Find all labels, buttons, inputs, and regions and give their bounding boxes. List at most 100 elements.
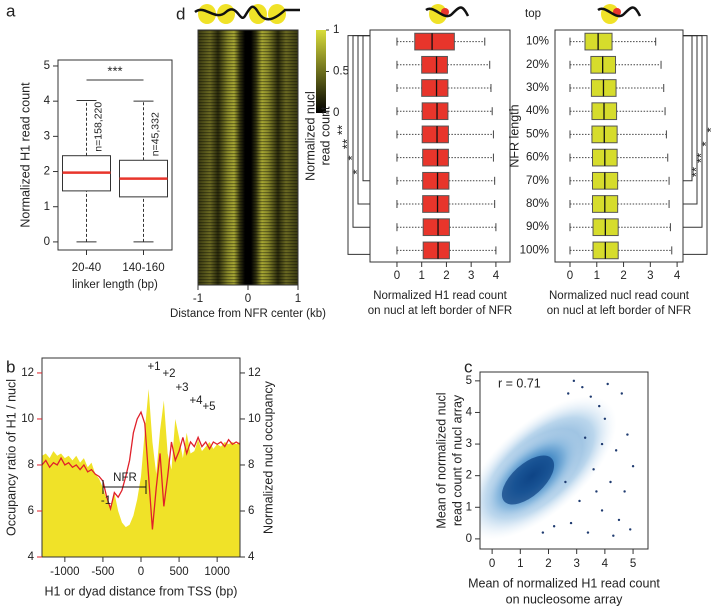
plot-frame [57, 59, 173, 251]
significance-label: *** [107, 63, 122, 78]
y-tick-label: 60% [526, 152, 549, 164]
nfr-bracket [102, 480, 147, 494]
colorbar-tick-label: 0 [333, 107, 339, 119]
heatmap-texture [198, 30, 298, 285]
box [422, 148, 449, 167]
y-tick-label: 4 [466, 406, 473, 418]
point [572, 379, 576, 383]
panel-letter: c [464, 357, 473, 376]
x-axis-label: on nucl at left border of NFR [368, 305, 512, 317]
y-tick-label: 10 [21, 413, 34, 425]
y2-tick-label: 8 [248, 459, 254, 471]
x-tick-label: 0 [138, 566, 144, 578]
y-axis-label: read count of nucl array [450, 394, 464, 526]
significance-label: ** [334, 125, 349, 135]
x-tick-label: 4 [493, 270, 500, 282]
nucleosome-icons [194, 4, 642, 24]
significance-bracket [357, 35, 370, 205]
significance-label: ** [693, 153, 708, 163]
point [598, 404, 601, 408]
box [414, 32, 455, 51]
y-tick-label: 1 [44, 201, 50, 213]
category-title: top [525, 8, 541, 20]
x-tick-label: 5 [630, 558, 636, 570]
x-tick-label: 500 [169, 566, 188, 578]
y2-tick-label: 6 [248, 505, 254, 517]
x-tick-label: 0 [489, 558, 495, 570]
x-tick-label: -1 [193, 293, 203, 305]
y-tick-label: 2 [466, 470, 472, 482]
x-tick-label: 3 [573, 558, 579, 570]
significance-bracket [683, 35, 693, 182]
y-tick-label: 20% [526, 59, 549, 71]
correlation-label: r = 0.71 [498, 376, 541, 390]
x-axis-label: Normalized nucl read count [549, 290, 690, 302]
significance-bracket [362, 35, 370, 182]
occupancy-area [42, 389, 240, 557]
x-axis-label: Distance from NFR center (kb) [170, 308, 326, 320]
x-tick-label: -500 [91, 566, 114, 578]
x-axis-label: H1 or dyad distance from TSS (bp) [45, 584, 238, 598]
y-tick-label: 4 [44, 95, 51, 107]
peak-label: +5 [202, 401, 215, 413]
y-tick-label: 3 [466, 438, 472, 450]
point [620, 392, 623, 395]
x-tick-label: 0 [245, 293, 251, 305]
y2-tick-label: 12 [248, 367, 261, 379]
x-tick-label: 4 [602, 558, 609, 570]
point [552, 525, 556, 528]
point [612, 534, 615, 537]
x-tick-label: 0 [394, 270, 400, 282]
peak-label: -1 [101, 495, 111, 507]
plot-frame [369, 29, 511, 263]
y-axis-label: Mean of normalized nucl [434, 392, 448, 528]
x-tick-label: 1 [594, 270, 600, 282]
x-axis-label: Mean of normalized H1 read count [468, 576, 660, 590]
point [592, 468, 595, 471]
point [600, 509, 604, 512]
point [623, 490, 626, 493]
point [617, 518, 621, 522]
density-cloud [480, 396, 617, 540]
x-axis-label: on nucl at left border of NFR [547, 305, 691, 317]
ratio-line [42, 410, 240, 530]
y-tick-label: 80% [526, 198, 549, 210]
box [421, 79, 449, 97]
point [629, 528, 632, 531]
x-tick-label: 20-40 [72, 262, 101, 274]
x-tick-label: 3 [468, 270, 474, 282]
x-tick-label: 140-160 [122, 262, 164, 274]
box [421, 55, 448, 74]
x-tick-label: 1000 [204, 566, 230, 578]
point [569, 521, 573, 525]
y-tick-label: 8 [28, 459, 34, 471]
x-axis-label: linker length (bp) [72, 279, 158, 291]
y-tick-label: 2 [44, 166, 50, 178]
x-tick-label: 1 [517, 558, 523, 570]
box [422, 195, 450, 213]
peak-label: NFR [113, 472, 137, 484]
point [581, 385, 584, 389]
y-tick-label: 50% [526, 128, 549, 140]
point [606, 382, 609, 386]
peak-label: +1 [147, 361, 160, 373]
point [600, 442, 604, 446]
panel-letter: b [6, 357, 15, 376]
x-tick-label: 2 [443, 270, 449, 282]
x-tick-label: 3 [647, 270, 653, 282]
y-axis-label: Normalized H1 read count [18, 82, 32, 228]
x-axis-label: on nucleosome array [506, 592, 623, 606]
point [567, 392, 570, 395]
point [586, 531, 590, 534]
point [583, 436, 587, 439]
y-axis-label: Normalized nucl [303, 91, 317, 181]
y-tick-label: 0 [44, 236, 50, 248]
y-tick-label: 1 [466, 501, 472, 513]
y-tick-label: 4 [28, 551, 35, 563]
y-tick-label: 40% [526, 105, 549, 117]
n-label: n=158,220 [92, 102, 104, 152]
y-tick-label: 70% [526, 175, 549, 187]
x-tick-label: 2 [545, 558, 551, 570]
box [421, 125, 449, 144]
